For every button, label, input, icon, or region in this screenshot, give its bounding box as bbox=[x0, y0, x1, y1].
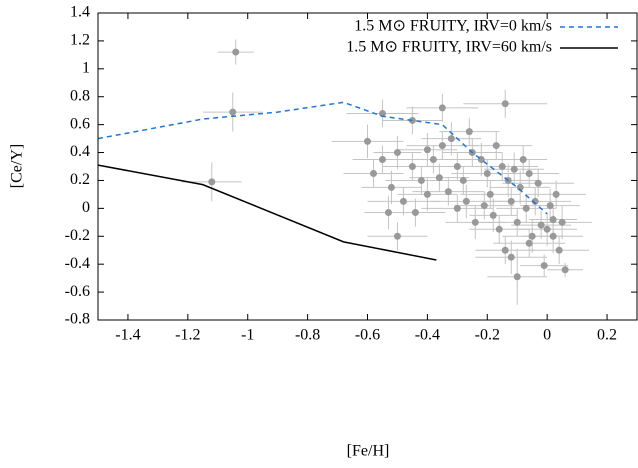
point bbox=[543, 225, 551, 233]
point bbox=[537, 221, 545, 229]
point bbox=[528, 232, 536, 240]
point bbox=[489, 211, 497, 219]
point bbox=[507, 253, 515, 261]
point bbox=[417, 176, 425, 184]
point bbox=[438, 104, 446, 112]
x-axis-label: [Fe/H] bbox=[347, 443, 390, 460]
point bbox=[501, 100, 509, 108]
point bbox=[453, 163, 461, 170]
point bbox=[546, 202, 554, 210]
point bbox=[549, 232, 557, 240]
point bbox=[561, 266, 569, 274]
x-tick-label: -0.6 bbox=[355, 327, 380, 344]
point bbox=[498, 163, 506, 170]
y-tick-label: 0 bbox=[82, 199, 90, 216]
point bbox=[513, 273, 521, 281]
x-tick-label: -0.8 bbox=[295, 327, 320, 344]
point bbox=[444, 188, 452, 196]
x-tick-label: -0.2 bbox=[475, 327, 500, 344]
point bbox=[465, 128, 473, 136]
point bbox=[555, 246, 563, 254]
point bbox=[384, 209, 392, 217]
point bbox=[507, 197, 515, 205]
x-tick-label: -1 bbox=[241, 327, 254, 344]
x-tick-label: 0.2 bbox=[597, 327, 617, 344]
legend-label: 1.5 M⊙ FRUITY, IRV=60 km/s bbox=[346, 39, 552, 56]
point bbox=[411, 209, 419, 217]
legend-label: 1.5 M⊙ FRUITY, IRV=0 km/s bbox=[354, 18, 552, 35]
point bbox=[552, 190, 560, 198]
point bbox=[540, 262, 548, 270]
point bbox=[208, 178, 216, 186]
point bbox=[495, 225, 503, 233]
point bbox=[480, 202, 488, 210]
y-tick-label: -0.2 bbox=[65, 227, 90, 244]
frame bbox=[97, 12, 638, 321]
y-tick-label: 0.4 bbox=[70, 143, 90, 160]
point bbox=[513, 218, 521, 226]
point bbox=[229, 108, 237, 116]
point bbox=[525, 169, 533, 177]
y-tick-label: 1.4 bbox=[70, 4, 90, 21]
x-tick-label: -1.4 bbox=[115, 327, 140, 344]
x-tick-label: -0.4 bbox=[415, 327, 440, 344]
point bbox=[435, 174, 443, 182]
point bbox=[393, 149, 401, 157]
line bbox=[98, 164, 437, 261]
point bbox=[492, 142, 500, 150]
point bbox=[462, 197, 470, 205]
point bbox=[531, 197, 539, 205]
y-tick-label: -0.4 bbox=[65, 255, 90, 272]
point bbox=[399, 197, 407, 205]
point bbox=[364, 137, 371, 145]
point bbox=[459, 176, 467, 184]
line bbox=[98, 101, 548, 215]
point bbox=[447, 135, 455, 143]
point bbox=[549, 216, 557, 224]
x-tick-label: 0 bbox=[543, 327, 551, 344]
point bbox=[423, 146, 431, 154]
point bbox=[378, 109, 386, 117]
y-tick-label: 0.6 bbox=[70, 115, 90, 132]
point bbox=[558, 218, 566, 226]
point bbox=[522, 204, 530, 212]
y-tick-label: 0.2 bbox=[70, 171, 90, 188]
point bbox=[378, 156, 386, 164]
point bbox=[486, 190, 494, 198]
y-tick-label: 1 bbox=[82, 59, 90, 76]
point bbox=[510, 165, 518, 173]
point bbox=[534, 179, 542, 187]
y-tick-label: -0.8 bbox=[65, 311, 90, 328]
x-tick-label: -1.2 bbox=[175, 327, 200, 344]
point bbox=[408, 163, 416, 170]
point bbox=[501, 246, 509, 254]
point bbox=[429, 156, 437, 164]
point bbox=[369, 169, 377, 177]
point bbox=[519, 156, 527, 164]
point bbox=[232, 48, 240, 56]
point bbox=[438, 142, 446, 150]
point bbox=[453, 204, 461, 212]
point bbox=[393, 232, 401, 240]
y-axis-label: [Ce/Y] bbox=[9, 144, 26, 188]
point bbox=[423, 190, 431, 198]
y-tick-label: -0.6 bbox=[65, 283, 90, 300]
point bbox=[525, 239, 533, 247]
point bbox=[387, 183, 395, 191]
y-tick-label: 0.8 bbox=[70, 87, 90, 104]
point bbox=[471, 218, 479, 226]
point bbox=[483, 169, 491, 177]
y-tick-label: 1.2 bbox=[70, 32, 90, 49]
plot-area bbox=[98, 39, 593, 305]
